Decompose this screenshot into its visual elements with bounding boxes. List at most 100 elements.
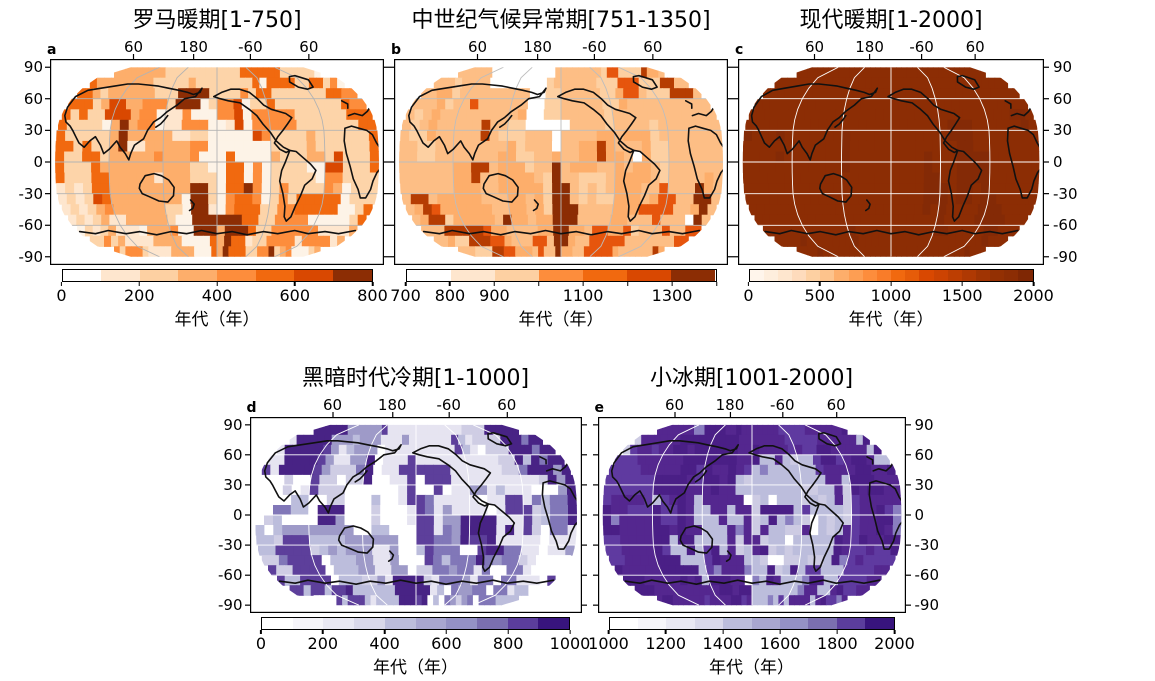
lon-tick-label: -60 — [238, 38, 263, 56]
panel-d-colorbar-unit: 年代（年） — [373, 658, 458, 678]
colorbar-segment — [919, 270, 934, 281]
panel-d-letter: d — [246, 400, 257, 416]
lon-tick-label: 60 — [664, 396, 685, 414]
panel-a-colorbar: 0 200 400 600 800 — [56, 269, 388, 308]
colorbar — [261, 617, 570, 630]
coastlines — [750, 74, 1040, 236]
panel-d-map: d 60 180 -60 60 90 60 30 0 -30 -60 -90 — [218, 396, 587, 614]
lat-tick-label: 60 — [23, 89, 43, 108]
panel-c-colorbar-unit: 年代（年） — [848, 310, 934, 330]
colorbar-tick: 900 — [479, 282, 510, 305]
coastlines — [263, 432, 577, 585]
colorbar-segment — [763, 270, 778, 281]
colorbar-tick: 0 — [56, 282, 67, 305]
colorbar-tick-label: 1100 — [562, 286, 604, 305]
panel-b-colorbar: 700 800 900 1100 1300 — [390, 269, 718, 308]
panel-c-colorbar: 0 500 1000 1500 2000 — [743, 269, 1054, 308]
lat-tick-label: 30 — [223, 475, 243, 494]
colorbar-segment — [666, 618, 695, 629]
colorbar-tick-label: 600 — [279, 286, 311, 305]
colorbar-segment — [1004, 270, 1019, 281]
colorbar-tick: 1300 — [651, 282, 693, 305]
colorbar-segment — [791, 270, 807, 281]
lat-tick-label: 30 — [914, 475, 934, 494]
colorbar-tick: 400 — [369, 630, 400, 653]
colorbar-tick-label: 1600 — [759, 634, 801, 653]
lon-tick-label: 60 — [123, 38, 144, 56]
panel-a-letter: a — [47, 42, 57, 58]
colorbar-tick-label: 1000 — [549, 634, 591, 653]
colorbar-segment — [332, 270, 372, 281]
colorbar-tick-label: 900 — [479, 286, 510, 305]
colorbar-segment — [406, 270, 451, 281]
colorbar-tick: 2000 — [1013, 282, 1054, 305]
colorbar-tick: 800 — [434, 282, 466, 305]
panel-b-map: b 60 180 -60 60 — [389, 38, 733, 266]
top-row: 罗马暖期[1-750] a 60 180 -60 60 90 60 30 0 -30 -60 -90… — [0, 0, 1155, 330]
colorbar-tick-label: 2000 — [874, 634, 915, 653]
colorbar-segment — [820, 270, 835, 281]
colorbar-tick-label: 800 — [434, 286, 466, 305]
colorbar-segment — [446, 618, 477, 629]
coastlines — [408, 74, 723, 236]
lat-tick-label: -60 — [18, 216, 44, 235]
panel-e: 小冰期[1001-2000] e 60 180 -60 60 90 60 30 0 -30 -60… — [588, 364, 939, 678]
colorbar-tick-label: 800 — [357, 286, 388, 305]
colorbar-segment — [990, 270, 1005, 281]
colorbar-tick-label: 1300 — [651, 286, 693, 305]
colorbar-tick: 700 — [390, 282, 421, 305]
colorbar-segment — [947, 270, 962, 281]
colorbar-segment — [609, 618, 638, 629]
panel-a-map: a 60 180 -60 60 90 60 30 0 -30 -60 -90 — [19, 38, 389, 266]
colorbar-segment — [538, 618, 570, 629]
lon-tick-label: 60 — [299, 38, 319, 56]
panel-c-letter: c — [735, 42, 744, 58]
lat-tick-label: 0 — [232, 506, 243, 524]
lon-tick-label: 60 — [497, 396, 517, 414]
lat-tick-label: 60 — [1053, 89, 1073, 108]
colorbar-segment — [723, 618, 752, 629]
panel-c: 现代暖期[1-2000] c 60 180 -60 60 90 60 30 0 -30 -60 -9… — [733, 6, 1078, 330]
colorbar-tick: 0 — [256, 630, 266, 653]
colorbar-tick-label: 1800 — [816, 634, 858, 653]
colorbar-segment — [62, 270, 102, 281]
lat-tick-label: 0 — [914, 506, 925, 524]
colorbar-segment — [507, 618, 539, 629]
lat-tick-label: 0 — [33, 153, 43, 171]
lat-tick-label: -90 — [218, 596, 243, 615]
colorbar-segment — [976, 270, 991, 281]
coastlines — [64, 74, 379, 236]
panel-e-colorbar-unit: 年代（年） — [709, 658, 794, 678]
colorbar-segment — [806, 270, 821, 281]
colorbar-ticks: 0 500 1000 1500 2000 — [743, 282, 1054, 308]
lat-tick-label: 30 — [23, 121, 43, 140]
colorbar-segment — [178, 270, 217, 281]
colorbar-ticks: 1000 1200 1400 1600 1800 2000 — [588, 630, 915, 656]
panel-b-letter: b — [391, 42, 402, 58]
colorbar-segment — [538, 270, 584, 281]
colorbar-segment — [583, 270, 628, 281]
colorbar-segment — [637, 618, 667, 629]
panel-b: 中世纪气候异常期[751-1350] b 60 180 -60 60 700 800 90… — [389, 6, 733, 330]
lon-tick-label: -60 — [436, 396, 461, 414]
lon-tick-label: 180 — [715, 396, 745, 414]
lat-tick-label: -30 — [914, 536, 940, 555]
coastlines — [610, 432, 901, 585]
world-map-svg — [733, 54, 1049, 266]
panel-b-title: 中世纪气候异常期[751-1350] — [411, 8, 711, 33]
colorbar-tick-label: 0 — [255, 634, 267, 653]
colorbar-tick-label: 2000 — [1013, 286, 1054, 305]
colorbar-segment — [415, 618, 447, 629]
colorbar-tick: 1500 — [942, 282, 983, 305]
colorbar-tick: 1200 — [645, 630, 686, 653]
colorbar-tick: 800 — [493, 630, 523, 653]
colorbar-segment — [294, 270, 333, 281]
colorbar-tick: 1400 — [703, 630, 743, 653]
colorbar-segment — [627, 270, 672, 281]
colorbar-segment — [323, 618, 355, 629]
colorbar-segment — [476, 618, 508, 629]
lon-tick-label: 60 — [643, 38, 663, 56]
colorbar-tick: 600 — [279, 282, 310, 305]
colorbar-segment — [694, 618, 724, 629]
colorbar-segment — [876, 270, 892, 281]
